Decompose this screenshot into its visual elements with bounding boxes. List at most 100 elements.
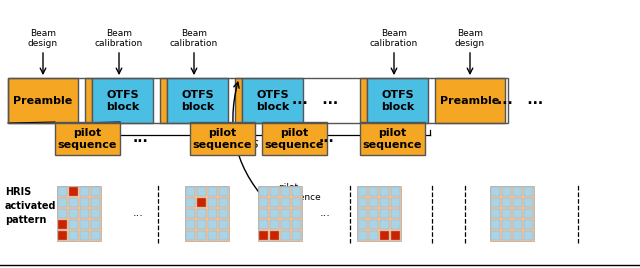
Text: ...   ...: ... ... — [497, 94, 543, 107]
FancyBboxPatch shape — [358, 220, 367, 229]
FancyBboxPatch shape — [85, 78, 92, 123]
FancyBboxPatch shape — [197, 209, 206, 218]
FancyBboxPatch shape — [281, 187, 290, 196]
FancyBboxPatch shape — [524, 209, 533, 218]
FancyBboxPatch shape — [270, 209, 279, 218]
FancyBboxPatch shape — [58, 231, 67, 240]
FancyBboxPatch shape — [8, 78, 78, 123]
FancyBboxPatch shape — [91, 231, 100, 240]
FancyBboxPatch shape — [219, 231, 228, 240]
FancyBboxPatch shape — [91, 187, 100, 196]
FancyBboxPatch shape — [380, 187, 389, 196]
FancyBboxPatch shape — [491, 209, 500, 218]
Text: pilot: pilot — [280, 128, 308, 137]
FancyBboxPatch shape — [242, 78, 303, 123]
FancyBboxPatch shape — [369, 231, 378, 240]
FancyBboxPatch shape — [292, 220, 301, 229]
FancyBboxPatch shape — [513, 220, 522, 229]
FancyBboxPatch shape — [281, 198, 290, 207]
FancyBboxPatch shape — [208, 231, 217, 240]
Text: ...: ... — [132, 132, 148, 146]
Text: OTFS: OTFS — [256, 90, 289, 99]
FancyBboxPatch shape — [69, 187, 78, 196]
FancyBboxPatch shape — [292, 231, 301, 240]
FancyBboxPatch shape — [491, 198, 500, 207]
Text: Preamble: Preamble — [13, 95, 72, 106]
FancyBboxPatch shape — [58, 187, 67, 196]
FancyBboxPatch shape — [259, 209, 268, 218]
FancyBboxPatch shape — [491, 231, 500, 240]
FancyBboxPatch shape — [502, 187, 511, 196]
FancyBboxPatch shape — [435, 78, 505, 123]
FancyBboxPatch shape — [524, 220, 533, 229]
FancyBboxPatch shape — [358, 198, 367, 207]
Text: Beam
calibration: Beam calibration — [170, 29, 218, 48]
FancyBboxPatch shape — [380, 209, 389, 218]
FancyBboxPatch shape — [270, 198, 279, 207]
FancyBboxPatch shape — [197, 198, 206, 207]
FancyBboxPatch shape — [186, 231, 195, 240]
FancyBboxPatch shape — [358, 209, 367, 218]
FancyBboxPatch shape — [369, 187, 378, 196]
FancyBboxPatch shape — [58, 209, 67, 218]
FancyBboxPatch shape — [391, 220, 400, 229]
FancyBboxPatch shape — [80, 198, 89, 207]
FancyBboxPatch shape — [69, 220, 78, 229]
FancyBboxPatch shape — [502, 209, 511, 218]
FancyBboxPatch shape — [58, 220, 67, 229]
FancyBboxPatch shape — [391, 198, 400, 207]
FancyBboxPatch shape — [208, 187, 217, 196]
Text: sequence: sequence — [58, 140, 117, 150]
FancyBboxPatch shape — [524, 198, 533, 207]
FancyBboxPatch shape — [259, 231, 268, 240]
FancyBboxPatch shape — [357, 186, 401, 241]
FancyBboxPatch shape — [491, 220, 500, 229]
FancyBboxPatch shape — [360, 122, 425, 155]
FancyBboxPatch shape — [391, 209, 400, 218]
Text: OTFS: OTFS — [181, 90, 214, 99]
Text: $N_O$ OTFS blocks: $N_O$ OTFS blocks — [214, 138, 296, 152]
Text: pilot: pilot — [74, 128, 102, 137]
Text: OTFS: OTFS — [381, 90, 414, 99]
FancyBboxPatch shape — [167, 78, 228, 123]
Text: sequence: sequence — [193, 140, 252, 150]
Text: ...: ... — [319, 132, 335, 146]
FancyBboxPatch shape — [219, 209, 228, 218]
Text: ...: ... — [132, 209, 143, 218]
FancyBboxPatch shape — [55, 122, 120, 155]
FancyBboxPatch shape — [58, 198, 67, 207]
Text: block: block — [381, 102, 414, 111]
FancyBboxPatch shape — [186, 209, 195, 218]
FancyBboxPatch shape — [186, 187, 195, 196]
FancyBboxPatch shape — [186, 198, 195, 207]
FancyBboxPatch shape — [259, 220, 268, 229]
FancyBboxPatch shape — [502, 220, 511, 229]
FancyBboxPatch shape — [219, 198, 228, 207]
Text: sequence: sequence — [363, 140, 422, 150]
FancyBboxPatch shape — [57, 186, 101, 241]
FancyBboxPatch shape — [270, 187, 279, 196]
FancyBboxPatch shape — [160, 78, 167, 123]
FancyBboxPatch shape — [208, 220, 217, 229]
Text: Preamble: Preamble — [440, 95, 500, 106]
FancyBboxPatch shape — [281, 220, 290, 229]
FancyBboxPatch shape — [197, 220, 206, 229]
FancyBboxPatch shape — [270, 220, 279, 229]
Text: block: block — [181, 102, 214, 111]
FancyBboxPatch shape — [391, 231, 400, 240]
FancyBboxPatch shape — [185, 186, 229, 241]
FancyBboxPatch shape — [358, 187, 367, 196]
FancyBboxPatch shape — [197, 187, 206, 196]
FancyBboxPatch shape — [69, 231, 78, 240]
FancyBboxPatch shape — [380, 220, 389, 229]
FancyBboxPatch shape — [91, 220, 100, 229]
Text: Beam
design: Beam design — [455, 29, 485, 48]
FancyBboxPatch shape — [391, 187, 400, 196]
Text: ...: ... — [319, 209, 330, 218]
FancyBboxPatch shape — [524, 231, 533, 240]
FancyBboxPatch shape — [502, 198, 511, 207]
FancyBboxPatch shape — [369, 198, 378, 207]
Text: block: block — [106, 102, 139, 111]
FancyBboxPatch shape — [91, 209, 100, 218]
FancyBboxPatch shape — [80, 231, 89, 240]
